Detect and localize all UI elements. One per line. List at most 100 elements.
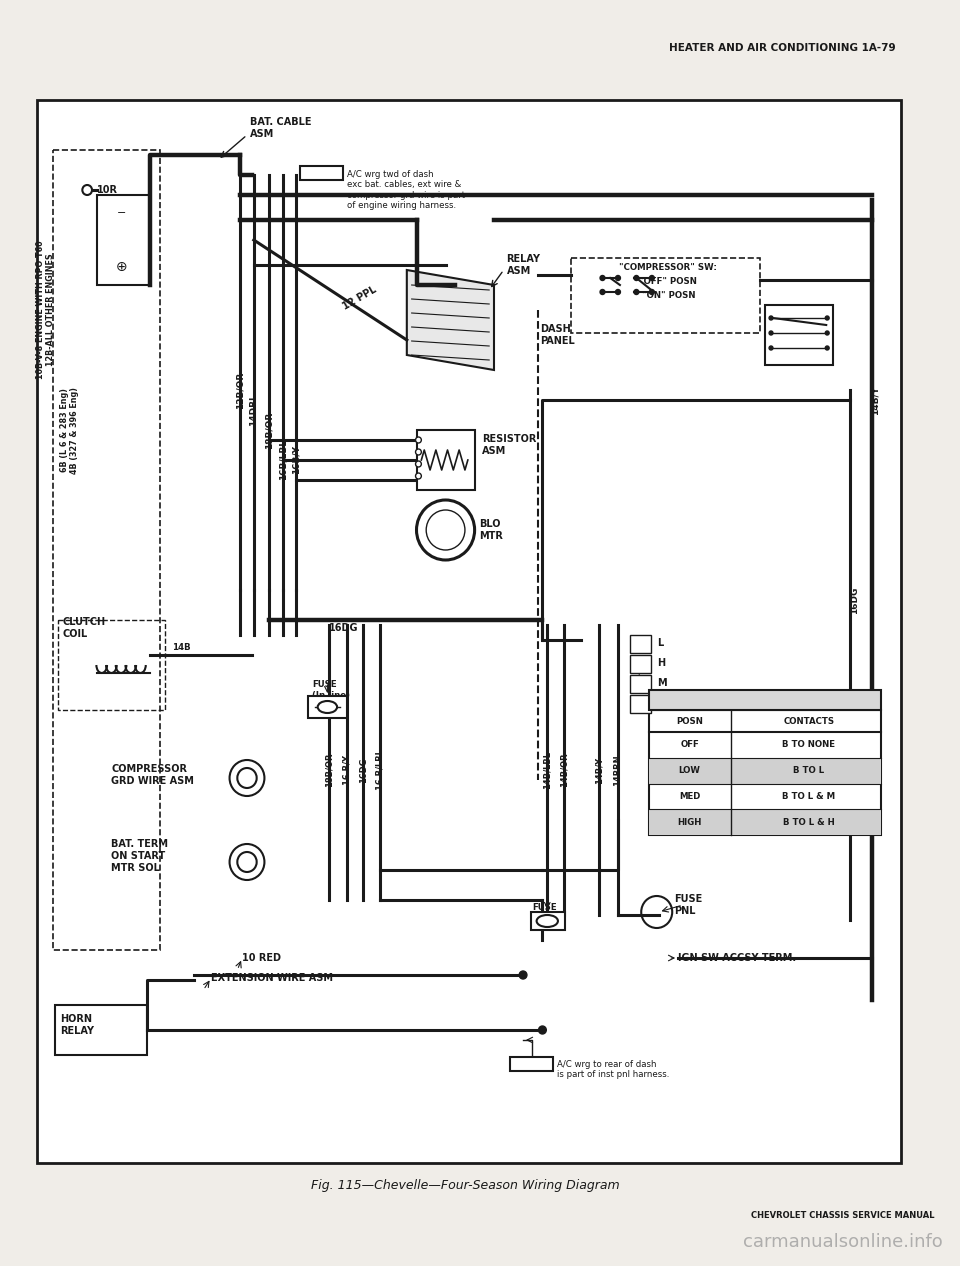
Text: 10 RED: 10 RED: [242, 953, 281, 963]
Text: BLO
MTR: BLO MTR: [479, 519, 503, 541]
Text: 12B/OR: 12B/OR: [236, 371, 245, 409]
Text: 16 B/LBL: 16 B/LBL: [375, 749, 384, 790]
Text: L: L: [657, 638, 663, 648]
Text: 12 PPL: 12 PPL: [341, 285, 378, 311]
Circle shape: [539, 1025, 546, 1034]
Text: H: H: [657, 658, 665, 668]
Text: 14B/LBL: 14B/LBL: [542, 751, 552, 789]
Text: "OFF" POSN: "OFF" POSN: [639, 277, 697, 286]
Circle shape: [826, 330, 829, 335]
Bar: [36, 100, 900, 1163]
Text: LOW: LOW: [679, 766, 701, 775]
Circle shape: [826, 346, 829, 349]
Bar: [571, 258, 760, 333]
Bar: [630, 695, 651, 713]
Circle shape: [634, 276, 638, 281]
Text: A/C wrg to rear of dash
is part of inst pnl harness.: A/C wrg to rear of dash is part of inst …: [557, 1060, 669, 1080]
Text: 16B/LBL: 16B/LBL: [278, 439, 287, 481]
Text: FUSE
PNL: FUSE PNL: [674, 894, 703, 915]
Bar: [300, 166, 343, 180]
Text: Fig. 115—Chevelle—Four-Season Wiring Diagram: Fig. 115—Chevelle—Four-Season Wiring Dia…: [311, 1179, 619, 1191]
Text: 10R: 10R: [97, 185, 118, 195]
Text: 16DG: 16DG: [329, 623, 359, 633]
Text: "ON" POSN: "ON" POSN: [641, 291, 695, 300]
Circle shape: [615, 276, 620, 281]
Text: 14B/Y: 14B/Y: [870, 385, 879, 414]
Text: IGN SW ACCSY TERM.: IGN SW ACCSY TERM.: [678, 953, 796, 963]
Bar: [649, 758, 881, 784]
Circle shape: [237, 768, 256, 787]
Circle shape: [769, 346, 773, 349]
Text: 14DBL: 14DBL: [250, 394, 258, 427]
Text: NOTE: NOTE: [308, 168, 335, 177]
Circle shape: [237, 852, 256, 872]
Text: M: M: [657, 679, 666, 687]
Circle shape: [634, 290, 638, 295]
Text: −: −: [116, 208, 126, 218]
Text: "COMPRESSOR" SW:: "COMPRESSOR" SW:: [619, 263, 717, 272]
Text: HIGH: HIGH: [678, 818, 702, 827]
Text: B TO L & M: B TO L & M: [782, 791, 835, 801]
Circle shape: [83, 185, 92, 195]
Text: 16DG: 16DG: [850, 586, 859, 614]
Circle shape: [416, 437, 421, 443]
Circle shape: [641, 896, 672, 928]
Circle shape: [416, 473, 421, 479]
Circle shape: [650, 276, 655, 281]
Text: 18B/OR: 18B/OR: [324, 753, 334, 787]
Bar: [531, 912, 564, 931]
Bar: [649, 690, 881, 710]
Bar: [56, 1005, 147, 1055]
Bar: [97, 195, 150, 285]
Text: CHEVROLET CHASSIS SERVICE MANUAL: CHEVROLET CHASSIS SERVICE MANUAL: [751, 1210, 934, 1219]
Text: 6B (L 6 & 283 Eng)
4B (327 & 396 Eng): 6B (L 6 & 283 Eng) 4B (327 & 396 Eng): [60, 386, 80, 473]
Bar: [765, 305, 833, 365]
Text: 16 B/Y: 16 B/Y: [343, 755, 351, 785]
Bar: [53, 149, 159, 950]
Text: carmanualsonline.info: carmanualsonline.info: [743, 1233, 943, 1251]
Text: EXTENSION WIRE ASM: EXTENSION WIRE ASM: [211, 974, 333, 982]
Text: CONTROL SW: CONTROL SW: [729, 695, 802, 705]
Text: 18B/OR: 18B/OR: [265, 411, 274, 448]
Text: CLUTCH
COIL: CLUTCH COIL: [63, 618, 107, 639]
Text: B TO L: B TO L: [793, 766, 825, 775]
Circle shape: [229, 760, 264, 796]
Text: 14BRN: 14BRN: [613, 755, 622, 786]
Circle shape: [416, 461, 421, 467]
Ellipse shape: [318, 701, 337, 713]
Circle shape: [826, 316, 829, 320]
Bar: [630, 655, 651, 674]
Circle shape: [416, 449, 421, 454]
Text: ⊕: ⊕: [115, 260, 127, 273]
Circle shape: [600, 276, 605, 281]
Circle shape: [769, 330, 773, 335]
Text: 14B: 14B: [173, 643, 191, 652]
Text: OFF: OFF: [681, 741, 699, 749]
Bar: [511, 1057, 553, 1071]
Text: DASH
PANEL: DASH PANEL: [540, 324, 575, 346]
Text: MED: MED: [679, 791, 701, 801]
Text: NOTE: NOTE: [518, 1060, 545, 1069]
Text: 14B/OR: 14B/OR: [560, 753, 568, 787]
Circle shape: [650, 290, 655, 295]
Text: B TO NONE: B TO NONE: [782, 741, 835, 749]
Circle shape: [615, 290, 620, 295]
Text: 14B/Y: 14B/Y: [594, 757, 603, 784]
Text: A/C wrg twd of dash
exc bat. cables, ext wire &
compressor grd wire is part
of e: A/C wrg twd of dash exc bat. cables, ext…: [347, 170, 465, 210]
Circle shape: [229, 844, 264, 880]
Polygon shape: [407, 270, 494, 370]
Bar: [59, 620, 165, 710]
Text: BAT. CABLE
ASM: BAT. CABLE ASM: [250, 118, 311, 139]
Text: RELAY
ASM: RELAY ASM: [507, 254, 540, 276]
Text: HEATER AND AIR CONDITIONING 1A-79: HEATER AND AIR CONDITIONING 1A-79: [669, 43, 896, 53]
Text: FUSE: FUSE: [532, 904, 557, 913]
Text: COMPRESSOR
GRD WIRE ASM: COMPRESSOR GRD WIRE ASM: [111, 765, 194, 786]
Circle shape: [417, 500, 474, 560]
Circle shape: [600, 290, 605, 295]
Bar: [417, 430, 474, 490]
Circle shape: [426, 510, 465, 549]
Bar: [308, 696, 347, 718]
Text: 16B/Y: 16B/Y: [292, 446, 300, 475]
Text: B TO L & H: B TO L & H: [783, 818, 834, 827]
Ellipse shape: [537, 915, 558, 927]
